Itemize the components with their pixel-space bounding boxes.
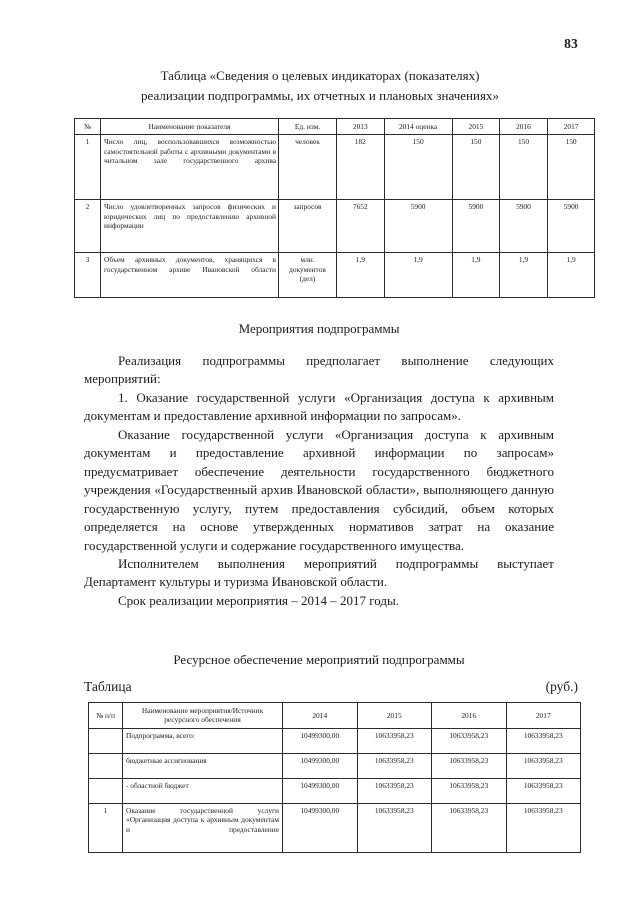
page-number: 83 [564,36,578,51]
resources-heading-block: Ресурсное обеспечение мероприятий подпро… [84,650,554,670]
column-header-2017: 2017 [505,702,581,729]
cell-2015: 10633958,23 [356,777,432,804]
cell-number [88,752,123,779]
cell-2013: 1,9 [336,252,385,299]
table-row: Подпрограмма, всего: 10499300,00 1063395… [88,727,581,754]
cell-2017: 10633958,23 [505,727,581,754]
indicators-table: № Наименование показателя Ед. изм. 2013 … [74,117,596,299]
cell-2013: 7652 [336,199,385,254]
cell-2016: 10633958,23 [431,777,507,804]
cell-source: Подпрограмма, всего: [122,727,283,754]
table-row: - областной бюджет 10499300,00 10633958,… [88,777,581,804]
cell-2017: 10633958,23 [505,752,581,779]
cell-2014: 10499300,00 [282,752,358,779]
cell-2013: 182 [336,134,385,201]
cell-source: - областной бюджет [122,777,283,804]
cell-2015: 10633958,23 [356,802,432,853]
table-units-label: (руб.) [545,679,578,694]
table-label: Таблица [84,679,132,694]
table-header-row: № п/п Наименование мероприятия/Источник … [88,702,581,729]
cell-source: Оказание государственной услуги «Организ… [122,802,283,853]
cell-2014: 10499300,00 [282,777,358,804]
cell-unit: запросов [278,199,337,254]
paragraph-term: Срок реализации мероприятия – 2014 – 201… [118,592,400,608]
cell-2014: 10499300,00 [282,802,358,853]
table-row: 1 Число лиц, воспользовавшихся возможнос… [74,134,596,201]
column-header-source: Наименование мероприятия/Источник ресурс… [122,702,283,729]
indicators-table-container: № Наименование показателя Ед. изм. 2013 … [74,117,596,299]
cell-number: 2 [74,199,101,254]
paragraph-executor: Исполнителем выполнения мероприятий подп… [84,555,554,590]
cell-indicator: Число лиц, воспользовавшихся возможность… [100,134,279,201]
paragraph-item-1: 1. Оказание государственной услуги «Орга… [84,389,554,424]
cell-2014: 150 [383,134,453,201]
column-header-2015: 2015 [451,117,501,136]
column-header-number: № п/п [88,702,123,729]
cell-2017: 1,9 [546,252,596,299]
cell-2016: 1,9 [499,252,548,299]
cell-2016: 5900 [499,199,548,254]
resources-heading: Ресурсное обеспечение мероприятий подпро… [173,652,465,667]
cell-2016: 150 [499,134,548,201]
table-row: 2 Число удовлетворенных запросов физичес… [74,199,596,254]
cell-2015: 10633958,23 [356,727,432,754]
cell-number: 3 [74,252,101,299]
column-header-2014: 2014 [282,702,358,729]
measures-heading: Мероприятия подпрограммы [238,321,400,336]
cell-unit: млн. документов (дел) [278,252,337,299]
measures-paragraphs: Реализация подпрограммы предполагает вып… [84,352,554,610]
cell-2014: 5900 [383,199,453,254]
cell-number: 1 [88,802,123,853]
cell-source: бюджетные ассигнования [122,752,283,779]
cell-2017: 5900 [546,199,596,254]
page-title: Таблица «Сведения о целевых индикаторах … [84,66,556,106]
column-header-2013: 2013 [336,117,385,136]
cell-number: 1 [74,134,101,201]
measures-heading-block: Мероприятия подпрограммы [84,319,554,339]
cell-indicator: Число удовлетворенных запросов физически… [100,199,279,254]
cell-2015: 1,9 [451,252,501,299]
cell-2016: 10633958,23 [431,727,507,754]
table-row: 3 Объем архивных документов, хранящихся … [74,252,596,299]
table-header-row: № Наименование показателя Ед. изм. 2013 … [74,117,596,136]
page-title-line-2: реализации подпрограммы, их отчетных и п… [141,88,499,104]
column-header-2016: 2016 [431,702,507,729]
cell-2015: 150 [451,134,501,201]
column-header-2017: 2017 [546,117,596,136]
paragraph-intro: Реализация подпрограммы предполагает вып… [84,353,554,387]
cell-2017: 10633958,23 [505,802,581,853]
cell-number [88,777,123,804]
page-bottom-margin [0,868,640,905]
cell-2017: 150 [546,134,596,201]
column-header-number: № [74,117,101,136]
column-header-2014: 2014 оценка [383,117,453,136]
resources-table-container: № п/п Наименование мероприятия/Источник … [88,702,581,853]
page-title-line-1: Таблица «Сведения о целевых индикаторах … [160,68,480,83]
cell-2014: 10499300,00 [282,727,358,754]
column-header-unit: Ед. изм. [278,117,337,136]
table-row: бюджетные ассигнования 10499300,00 10633… [88,752,581,779]
cell-2016: 10633958,23 [431,802,507,853]
cell-indicator: Объем архивных документов, хранящихся в … [100,252,279,299]
cell-unit: человек [278,134,337,201]
cell-2016: 10633958,23 [431,752,507,779]
resources-table-caption: Таблица (руб.) [84,679,578,695]
paragraph-details: Оказание государственной услуги «Организ… [84,426,554,553]
column-header-2016: 2016 [499,117,548,136]
cell-2015: 10633958,23 [356,752,432,779]
cell-2017: 10633958,23 [505,777,581,804]
table-row: 1 Оказание государственной услуги «Орган… [88,802,581,853]
column-header-indicator: Наименование показателя [100,117,279,136]
resources-table: № п/п Наименование мероприятия/Источник … [88,702,581,853]
column-header-2015: 2015 [356,702,432,729]
cell-2015: 5900 [451,199,501,254]
cell-2014: 1,9 [383,252,453,299]
cell-number [88,727,123,754]
